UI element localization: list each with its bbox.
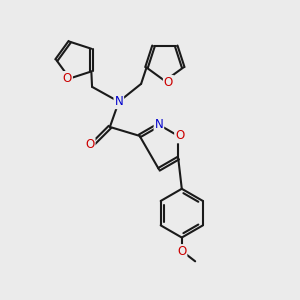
Text: O: O [175, 129, 184, 142]
Text: N: N [154, 118, 163, 131]
Text: O: O [63, 72, 72, 85]
Text: O: O [85, 138, 94, 151]
Text: N: N [114, 95, 123, 108]
Text: O: O [177, 245, 186, 258]
Text: O: O [164, 76, 173, 89]
